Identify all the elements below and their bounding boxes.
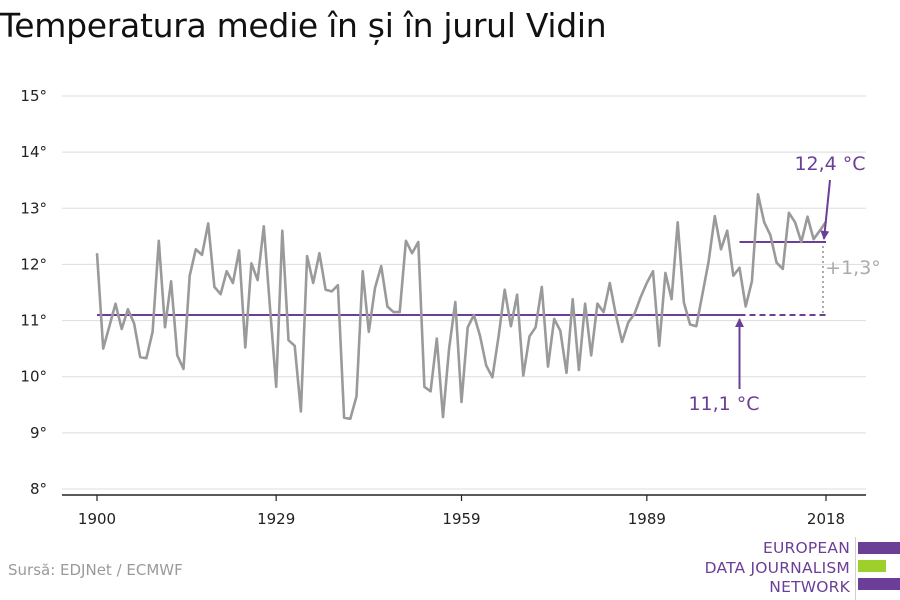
y-tick-label: 12°: [20, 255, 47, 273]
x-tick-label: 1989: [628, 510, 666, 528]
y-tick-label: 13°: [20, 199, 47, 217]
logo-line-1: EUROPEAN: [762, 539, 850, 557]
temperature-series-line: [95, 193, 828, 421]
x-tick-label: 2018: [807, 510, 845, 528]
label-difference: +1,3°: [825, 257, 881, 279]
y-tick-label: 10°: [20, 368, 47, 386]
x-axis-ticks: 1900 1929 1959 1989 2018: [62, 494, 866, 528]
edjnet-logo: EUROPEAN DATA JOURNALISM NETWORK: [700, 537, 900, 600]
series: [95, 193, 828, 421]
logo-divider: [855, 537, 856, 600]
logo-bar-middle: [858, 560, 886, 572]
y-axis-ticks: 8° 9° 10° 11° 12° 13° 14° 15°: [20, 87, 47, 498]
y-tick-label: 8°: [30, 480, 47, 498]
y-tick-label: 11°: [20, 312, 47, 330]
x-tick-label: 1959: [442, 510, 480, 528]
logo-line-2: DATA JOURNALISM: [704, 558, 850, 577]
x-tick-label: 1929: [257, 510, 295, 528]
logo-bar-top: [858, 542, 900, 554]
page-title: Temperatura medie în și în jurul Vidin: [0, 6, 607, 45]
label-recent-average: 12,4 °C: [794, 153, 865, 175]
x-tick-label: 1900: [78, 510, 116, 528]
source-note: Sursă: EDJNet / ECMWF: [8, 561, 183, 579]
y-tick-label: 9°: [30, 424, 47, 442]
logo-bar-bottom: [858, 578, 900, 590]
label-long-term-average: 11,1 °C: [688, 393, 759, 415]
grid: [62, 95, 866, 490]
annotations: 12,4 °C 11,1 °C +1,3°: [688, 153, 880, 415]
y-tick-label: 14°: [20, 143, 47, 161]
averages: [97, 240, 826, 316]
y-tick-label: 15°: [20, 87, 47, 105]
logo-line-3: NETWORK: [769, 578, 850, 596]
arrow-recent-average: [820, 179, 831, 240]
logo-text: EUROPEAN DATA JOURNALISM NETWORK: [705, 539, 850, 598]
